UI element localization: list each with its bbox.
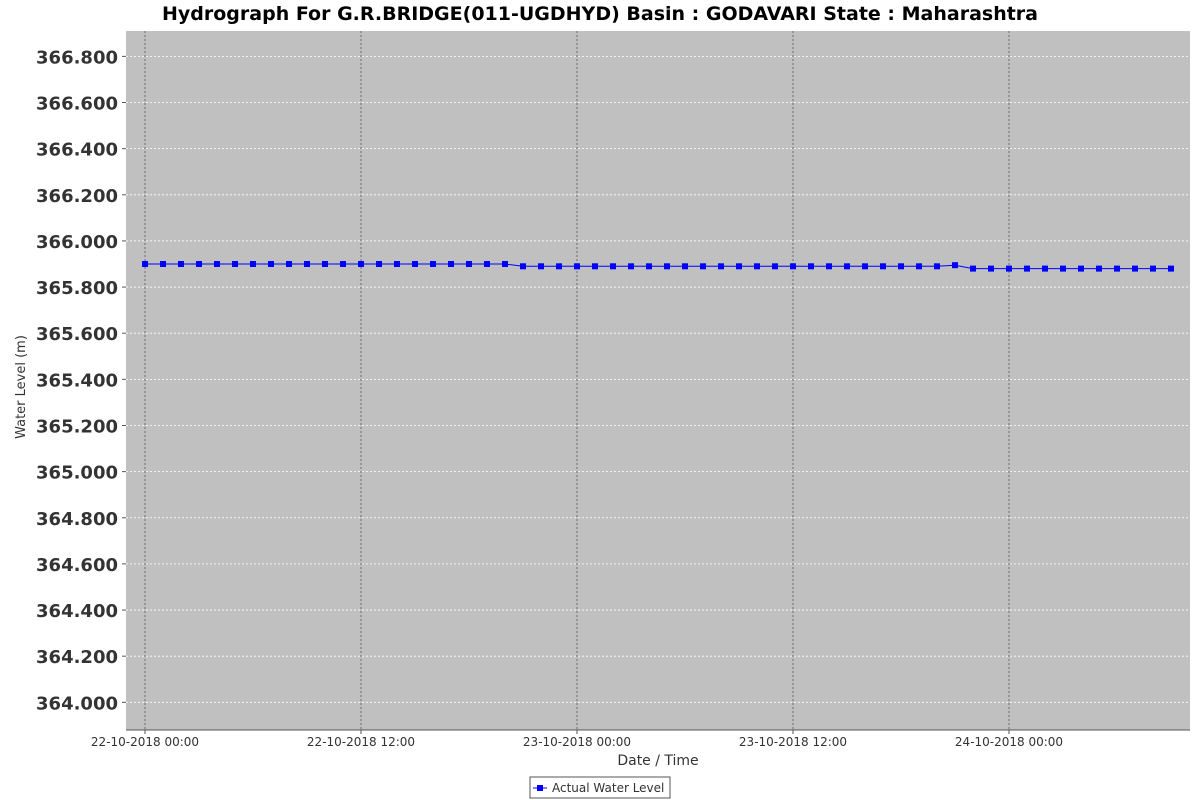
y-tick-label: 364.800 [36, 509, 118, 530]
data-point [160, 261, 166, 267]
data-point [862, 263, 868, 270]
legend-marker-swatch [537, 785, 543, 791]
data-point [700, 263, 706, 270]
data-point [808, 263, 814, 270]
data-point [520, 263, 526, 270]
data-point [304, 261, 310, 267]
data-point [988, 265, 994, 272]
data-point [1078, 265, 1084, 272]
legend-box [529, 776, 671, 799]
data-point [412, 261, 418, 267]
data-point [934, 263, 940, 270]
y-tick-label: 365.800 [36, 278, 118, 299]
data-point [430, 261, 436, 267]
data-point [178, 261, 184, 267]
data-point [664, 263, 670, 270]
data-point [628, 263, 634, 270]
grid-layer [126, 31, 1190, 730]
data-point [268, 261, 274, 267]
data-point [214, 261, 220, 267]
x-tick-label: 23-10-2018 00:00 [523, 735, 631, 749]
data-point [1150, 265, 1156, 272]
data-point [358, 261, 364, 267]
x-axis-ticks: 22-10-2018 00:00 22-10-2018 12:00 23-10-20… [91, 730, 1063, 749]
data-point [1060, 265, 1066, 272]
data-point [1132, 265, 1138, 272]
legend: Actual Water Level [529, 776, 671, 799]
data-point [538, 263, 544, 270]
data-point [376, 261, 382, 267]
y-tick-label: 366.600 [36, 94, 118, 115]
legend-label: Actual Water Level [552, 781, 664, 795]
data-point [286, 261, 292, 267]
data-point [1096, 265, 1102, 272]
data-point [772, 263, 778, 270]
data-point [556, 263, 562, 270]
y-tick-label: 365.200 [36, 416, 118, 437]
data-point [322, 261, 328, 267]
data-point [718, 263, 724, 270]
y-tick-label: 365.400 [36, 370, 118, 391]
series-line [145, 263, 1171, 270]
x-axis-label: Date / Time [617, 753, 698, 769]
y-tick-label: 364.200 [36, 647, 118, 668]
data-point [394, 261, 400, 267]
chart-title: Hydrograph For G.R.BRIDGE(011-UGDHYD) Ba… [162, 3, 1038, 25]
data-point [916, 263, 922, 270]
data-point [232, 261, 238, 267]
data-point [484, 261, 490, 267]
y-axis-ticks: 364.000 364.200 364.400 364.600 364.800 365.0… [36, 47, 126, 714]
y-tick-label: 366.000 [36, 232, 118, 253]
data-point [646, 263, 652, 270]
x-tick-label: 23-10-2018 12:00 [739, 735, 847, 749]
data-point [196, 261, 202, 267]
data-point [970, 265, 976, 272]
y-tick-label: 366.200 [36, 186, 118, 207]
data-point [250, 261, 256, 267]
data-point [826, 263, 832, 270]
data-point [1168, 265, 1174, 272]
y-tick-label: 366.800 [36, 47, 118, 68]
data-point [592, 263, 598, 270]
data-point [754, 263, 760, 270]
data-point [898, 263, 904, 270]
data-point [736, 263, 742, 270]
data-point [1006, 265, 1012, 272]
data-point [682, 263, 688, 270]
data-point [952, 262, 958, 269]
plot-area [126, 31, 1190, 730]
data-point [142, 261, 148, 267]
data-point [340, 261, 346, 267]
y-tick-label: 364.000 [36, 693, 118, 714]
data-point [574, 263, 580, 270]
data-point [1114, 265, 1120, 272]
y-tick-label: 365.000 [36, 463, 118, 484]
data-point [790, 263, 796, 270]
data-point [502, 261, 508, 267]
data-point [844, 263, 850, 270]
y-axis-label: Water Level (m) [14, 335, 29, 439]
data-point [610, 263, 616, 270]
y-tick-label: 364.600 [36, 555, 118, 576]
y-tick-label: 366.400 [36, 140, 118, 161]
x-tick-label: 22-10-2018 12:00 [307, 735, 415, 749]
data-point [1024, 265, 1030, 272]
x-tick-label: 22-10-2018 00:00 [91, 735, 199, 749]
data-point [880, 263, 886, 270]
series-actual-water-level [142, 261, 1174, 272]
data-point [448, 261, 454, 267]
data-point [466, 261, 472, 267]
y-tick-label: 364.400 [36, 601, 118, 622]
x-tick-label: 24-10-2018 00:00 [955, 735, 1063, 749]
data-point [1042, 265, 1048, 272]
y-tick-label: 365.600 [36, 324, 118, 345]
